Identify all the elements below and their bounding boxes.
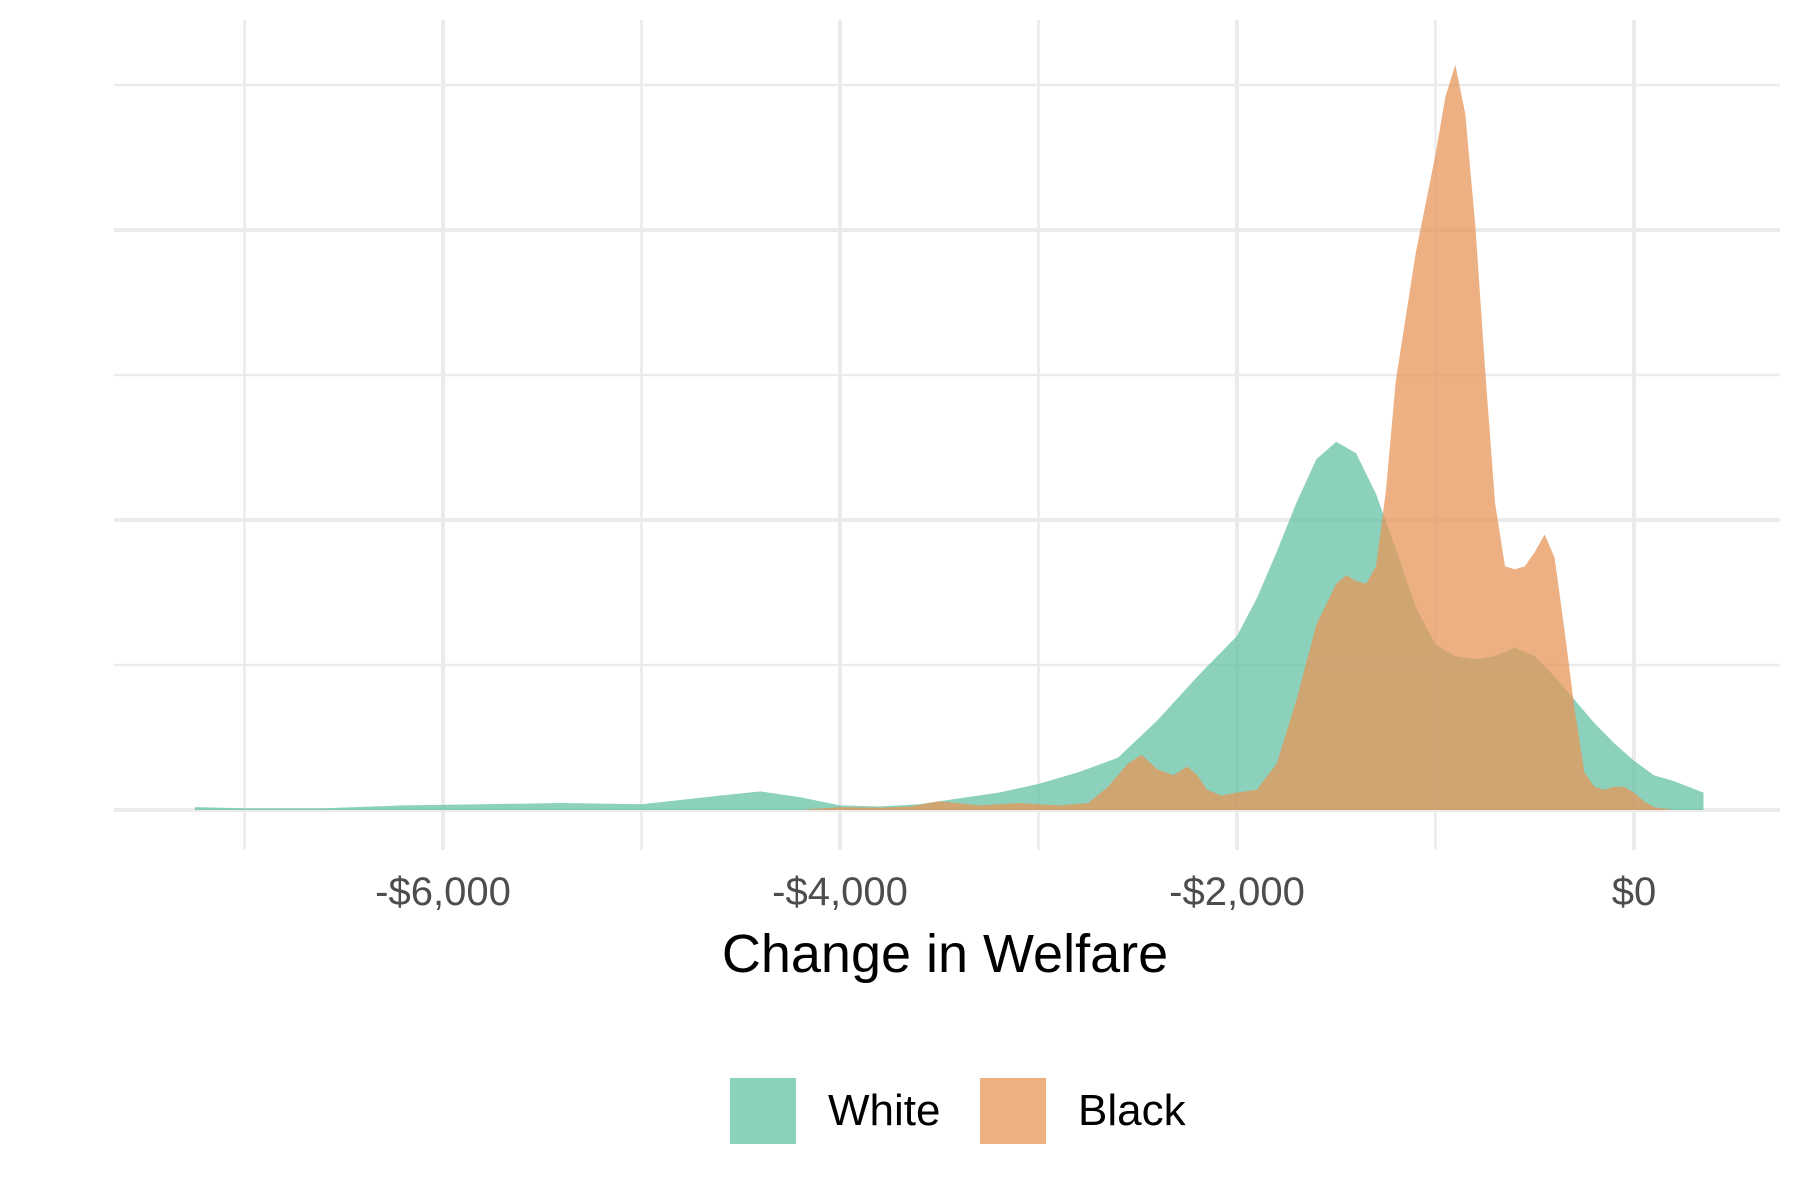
legend-label-black: Black	[1078, 1086, 1187, 1135]
legend: White Black	[730, 1078, 1187, 1144]
x-tick-label: -$4,000	[772, 870, 908, 914]
legend-swatch-white	[730, 1078, 796, 1144]
x-tick-label: $0	[1612, 870, 1657, 914]
x-tick-label: -$6,000	[375, 870, 511, 914]
x-axis-title: Change in Welfare	[722, 924, 1168, 984]
density-area-black	[760, 64, 1674, 810]
x-tick-label: -$2,000	[1169, 870, 1305, 914]
x-tick-labels: -$6,000 -$4,000 -$2,000 $0	[375, 870, 1656, 914]
legend-label-white: White	[828, 1086, 940, 1135]
density-areas	[194, 64, 1704, 810]
legend-swatch-black	[980, 1078, 1046, 1144]
